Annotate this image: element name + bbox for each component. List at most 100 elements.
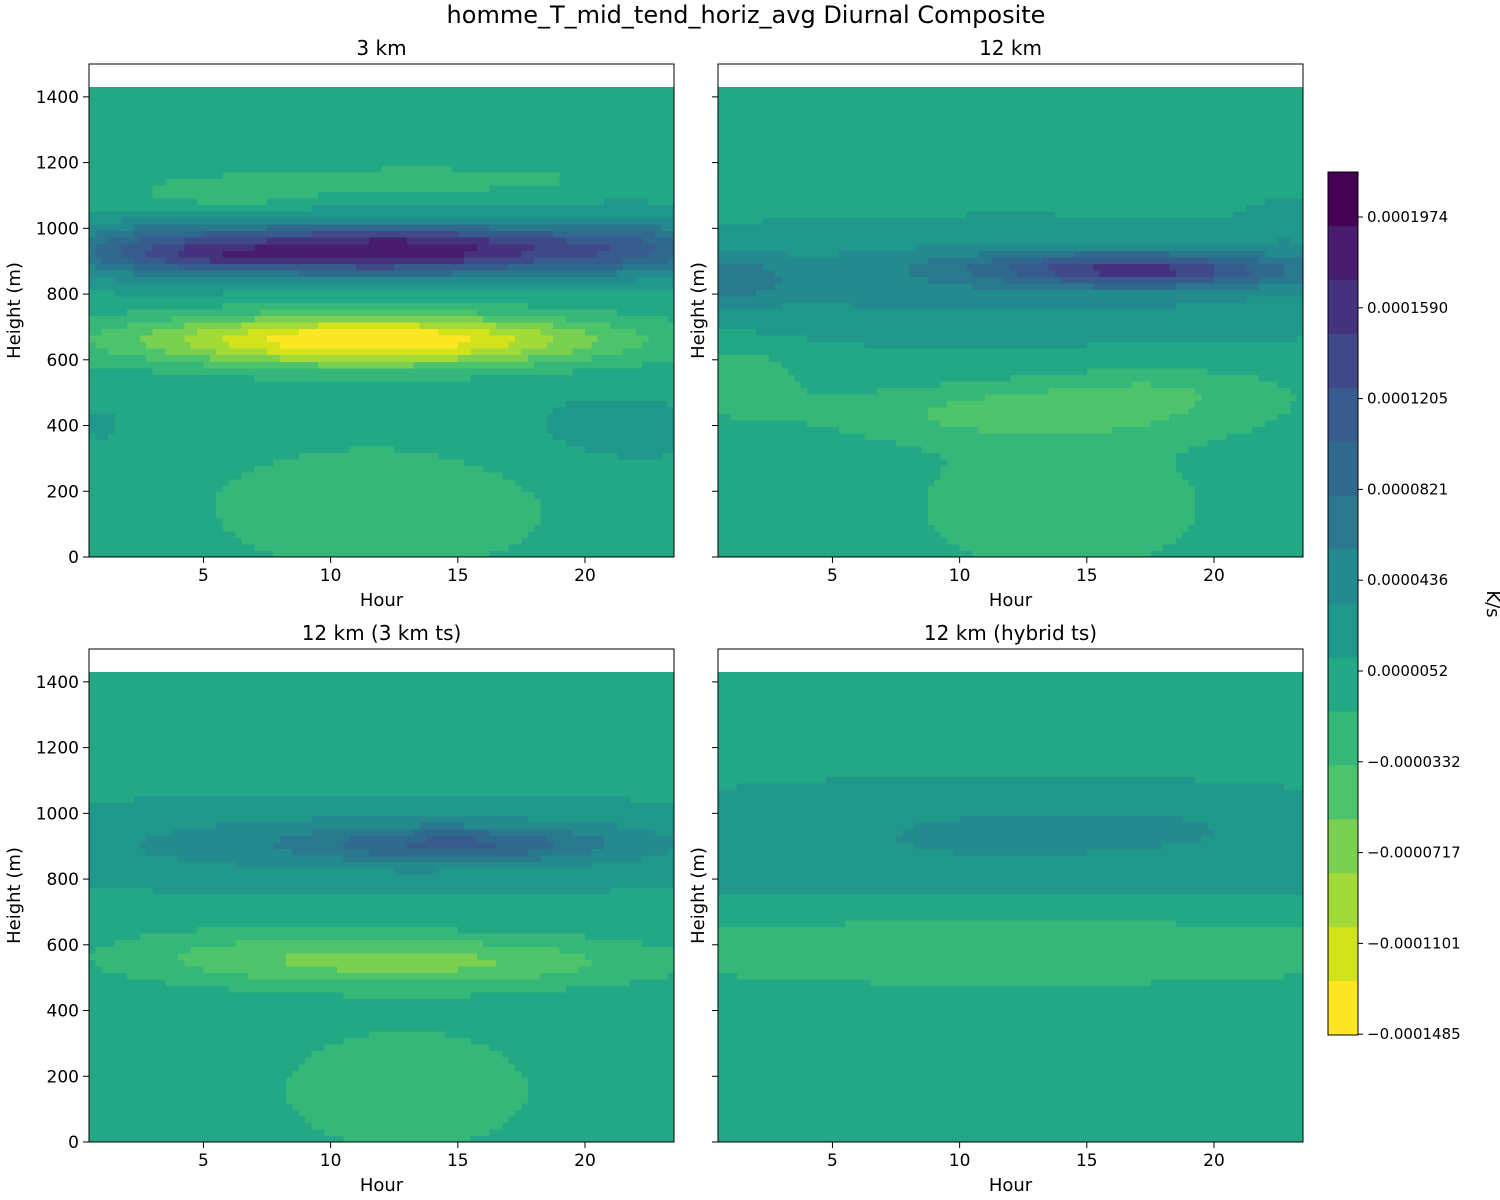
heatmap-cell (648, 263, 656, 271)
heatmap-cell (438, 485, 446, 493)
heatmap-cell (222, 230, 230, 238)
heatmap-cell (203, 387, 211, 395)
heatmap-cell (483, 426, 491, 434)
heatmap-cell (139, 354, 147, 362)
heatmap-cell (648, 446, 656, 454)
heatmap-cell (158, 426, 166, 434)
heatmap-cell (349, 524, 357, 532)
heatmap-cell (165, 282, 173, 290)
heatmap-cell (209, 348, 217, 356)
heatmap-cell (184, 491, 192, 499)
heatmap-cell (387, 328, 395, 336)
heatmap-cell (578, 517, 586, 525)
heatmap-cell (534, 289, 542, 297)
heatmap-cell (216, 472, 224, 480)
heatmap-cell (623, 550, 631, 558)
heatmap-cell (127, 335, 135, 343)
heatmap-cell (89, 478, 96, 486)
heatmap-cell (298, 459, 306, 467)
heatmap-cell (534, 478, 542, 486)
heatmap-cell (184, 485, 192, 493)
heatmap-cell (247, 517, 255, 525)
heatmap-cell (158, 504, 166, 512)
heatmap-cell (330, 269, 338, 277)
heatmap-cell (375, 211, 383, 219)
heatmap-cell (616, 341, 624, 349)
heatmap-cell (572, 511, 580, 519)
heatmap-cell (553, 263, 561, 271)
heatmap-cell (203, 263, 211, 271)
heatmap-cell (279, 485, 287, 493)
heatmap-cell (400, 308, 408, 317)
heatmap-cell (158, 413, 166, 421)
heatmap-cell (305, 543, 313, 552)
heatmap-cell (139, 393, 147, 401)
heatmap-cell (419, 282, 427, 290)
heatmap-cell (527, 256, 535, 264)
heatmap-cell (298, 419, 306, 428)
heatmap-cell (515, 511, 522, 519)
heatmap-cell (120, 250, 128, 258)
heatmap-cell (483, 230, 491, 238)
heatmap-cell (610, 426, 618, 434)
heatmap-cell (457, 302, 465, 310)
heatmap-cell (190, 276, 198, 284)
heatmap-cell (387, 530, 395, 539)
heatmap-cell (572, 491, 580, 499)
heatmap-cell (413, 511, 421, 519)
heatmap-cell (381, 250, 389, 258)
heatmap-cell (120, 511, 128, 519)
heatmap-cell (546, 498, 554, 506)
heatmap-cell (190, 439, 198, 447)
heatmap-cell (648, 315, 656, 323)
heatmap-cell (654, 485, 662, 493)
heatmap-cell (559, 387, 567, 395)
heatmap-cell (152, 361, 160, 369)
heatmap-cell (292, 472, 300, 480)
heatmap-cell (108, 478, 116, 486)
heatmap-cell (267, 217, 275, 225)
heatmap-cell (534, 335, 542, 343)
heatmap-cell (521, 256, 529, 264)
heatmap-cell (584, 367, 592, 375)
heatmap-cell (158, 243, 166, 251)
heatmap-cell (515, 256, 522, 264)
heatmap-cell (521, 367, 529, 375)
heatmap-cell (108, 419, 116, 428)
heatmap-cell (667, 367, 674, 375)
heatmap-cell (158, 211, 166, 219)
heatmap-cell (604, 452, 612, 460)
heatmap-cell (457, 537, 465, 545)
heatmap-cell (400, 439, 408, 447)
heatmap-cell (438, 361, 446, 369)
heatmap-cell (178, 491, 185, 499)
heatmap-cell (158, 308, 166, 317)
heatmap-cell (89, 485, 96, 493)
heatmap-cell (305, 432, 313, 441)
heatmap-cell (343, 439, 351, 447)
heatmap-cell (222, 295, 230, 304)
heatmap-cell (534, 413, 542, 421)
heatmap-cell (559, 419, 567, 428)
heatmap-cell (470, 400, 478, 408)
heatmap-cell (184, 354, 192, 362)
heatmap-cell (375, 472, 383, 480)
heatmap-cell (616, 217, 624, 225)
heatmap-cell (89, 393, 96, 401)
heatmap-cell (343, 348, 351, 356)
heatmap-cell (508, 211, 516, 219)
heatmap-cell (546, 550, 554, 558)
heatmap-cell (260, 335, 268, 343)
heatmap-cell (184, 256, 192, 264)
heatmap-cell (133, 387, 141, 395)
heatmap-cell (292, 393, 300, 401)
heatmap-cell (279, 380, 287, 388)
heatmap-cell (349, 354, 357, 362)
heatmap-cell (489, 413, 497, 421)
heatmap-cell (228, 204, 236, 212)
heatmap-cell (457, 485, 465, 493)
heatmap-cell (95, 361, 103, 369)
heatmap-cell (133, 465, 141, 473)
heatmap-cell (432, 230, 440, 238)
heatmap-cell (451, 354, 459, 362)
